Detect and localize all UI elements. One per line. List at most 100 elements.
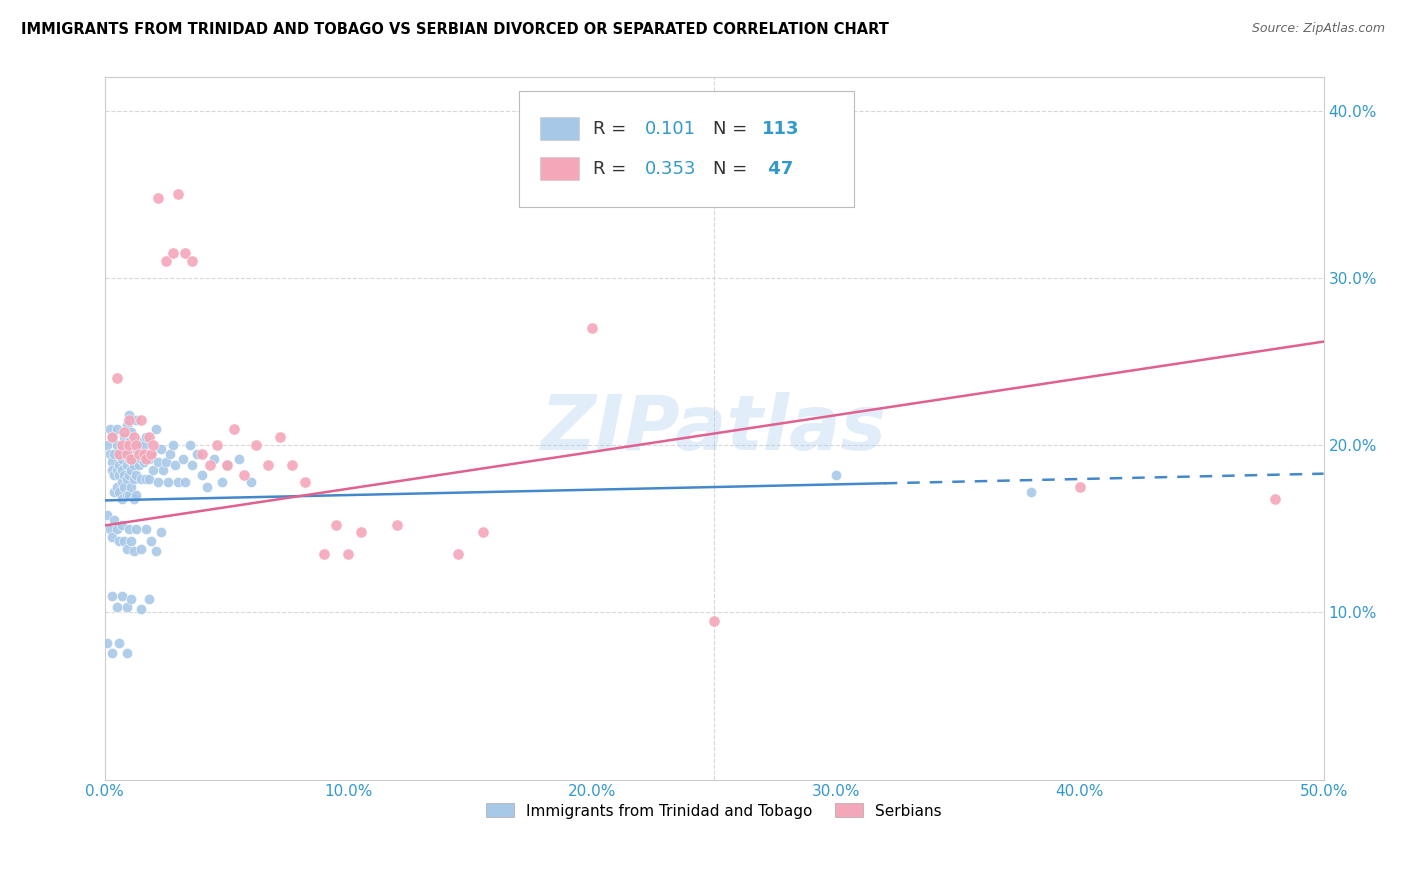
Point [191, 447, 214, 461]
Point [96, 438, 118, 452]
Point [152, 463, 174, 477]
Point [129, 451, 152, 466]
FancyBboxPatch shape [519, 92, 855, 207]
Point [121, 463, 143, 477]
Point [129, 413, 152, 427]
Point [112, 425, 135, 439]
Point [181, 254, 204, 268]
Point [179, 438, 201, 452]
Point [118, 408, 141, 422]
Point [145, 421, 167, 435]
Point [166, 475, 188, 489]
Point [198, 458, 221, 473]
Point [121, 592, 143, 607]
Point [148, 455, 170, 469]
Point [232, 468, 254, 483]
Point [105, 522, 128, 536]
Point [581, 321, 603, 335]
Point [257, 458, 280, 473]
Point [118, 434, 141, 449]
Point [228, 451, 250, 466]
Point [149, 442, 172, 456]
Point [139, 533, 162, 548]
Point [125, 522, 148, 536]
Point [115, 447, 138, 461]
Text: 0.101: 0.101 [644, 120, 696, 137]
Point [111, 463, 134, 477]
Point [337, 547, 360, 561]
Point [202, 451, 225, 466]
Point [125, 413, 148, 427]
Point [108, 447, 131, 461]
Point [139, 447, 162, 461]
Point [181, 458, 204, 473]
Point [115, 418, 138, 433]
Point [174, 246, 197, 260]
Point [125, 488, 148, 502]
Point [135, 430, 157, 444]
Point [166, 187, 188, 202]
Point [105, 463, 128, 477]
Point [115, 541, 138, 556]
Point [281, 458, 304, 473]
Point [129, 602, 152, 616]
Point [125, 442, 148, 456]
Point [122, 543, 145, 558]
Point [129, 541, 152, 556]
Point [121, 451, 143, 466]
Point [205, 438, 228, 452]
Text: N =: N = [713, 160, 752, 178]
Point [111, 475, 134, 489]
Point [122, 491, 145, 506]
FancyBboxPatch shape [540, 118, 579, 140]
Point [122, 434, 145, 449]
Point [135, 522, 157, 536]
Point [112, 480, 135, 494]
Point [138, 472, 160, 486]
Point [138, 592, 160, 607]
Point [122, 430, 145, 444]
Point [111, 491, 134, 506]
Point [98, 522, 121, 536]
Point [108, 533, 131, 548]
Point [128, 434, 150, 449]
Point [115, 472, 138, 486]
Text: R =: R = [593, 160, 633, 178]
Point [111, 518, 134, 533]
Point [159, 447, 181, 461]
Point [101, 530, 124, 544]
Point [155, 455, 177, 469]
Text: Source: ZipAtlas.com: Source: ZipAtlas.com [1251, 22, 1385, 36]
Point [121, 425, 143, 439]
Point [112, 430, 135, 444]
Point [471, 525, 494, 540]
Point [294, 475, 316, 489]
Point [132, 438, 155, 452]
Point [350, 525, 373, 540]
Point [125, 468, 148, 483]
Point [1264, 491, 1286, 506]
Point [103, 468, 125, 483]
Text: R =: R = [593, 120, 633, 137]
Text: N =: N = [713, 120, 752, 137]
Point [135, 451, 157, 466]
Point [121, 533, 143, 548]
Point [118, 438, 141, 452]
Point [128, 458, 150, 473]
Point [215, 458, 238, 473]
Point [142, 438, 165, 452]
Point [191, 468, 214, 483]
Point [122, 458, 145, 473]
Point [132, 455, 155, 469]
Point [105, 600, 128, 615]
Point [108, 635, 131, 649]
Point [105, 438, 128, 452]
Point [312, 547, 335, 561]
Point [172, 451, 194, 466]
Point [157, 475, 180, 489]
Point [121, 451, 143, 466]
Point [118, 468, 141, 483]
Point [101, 463, 124, 477]
Point [1069, 480, 1091, 494]
FancyBboxPatch shape [540, 158, 579, 180]
